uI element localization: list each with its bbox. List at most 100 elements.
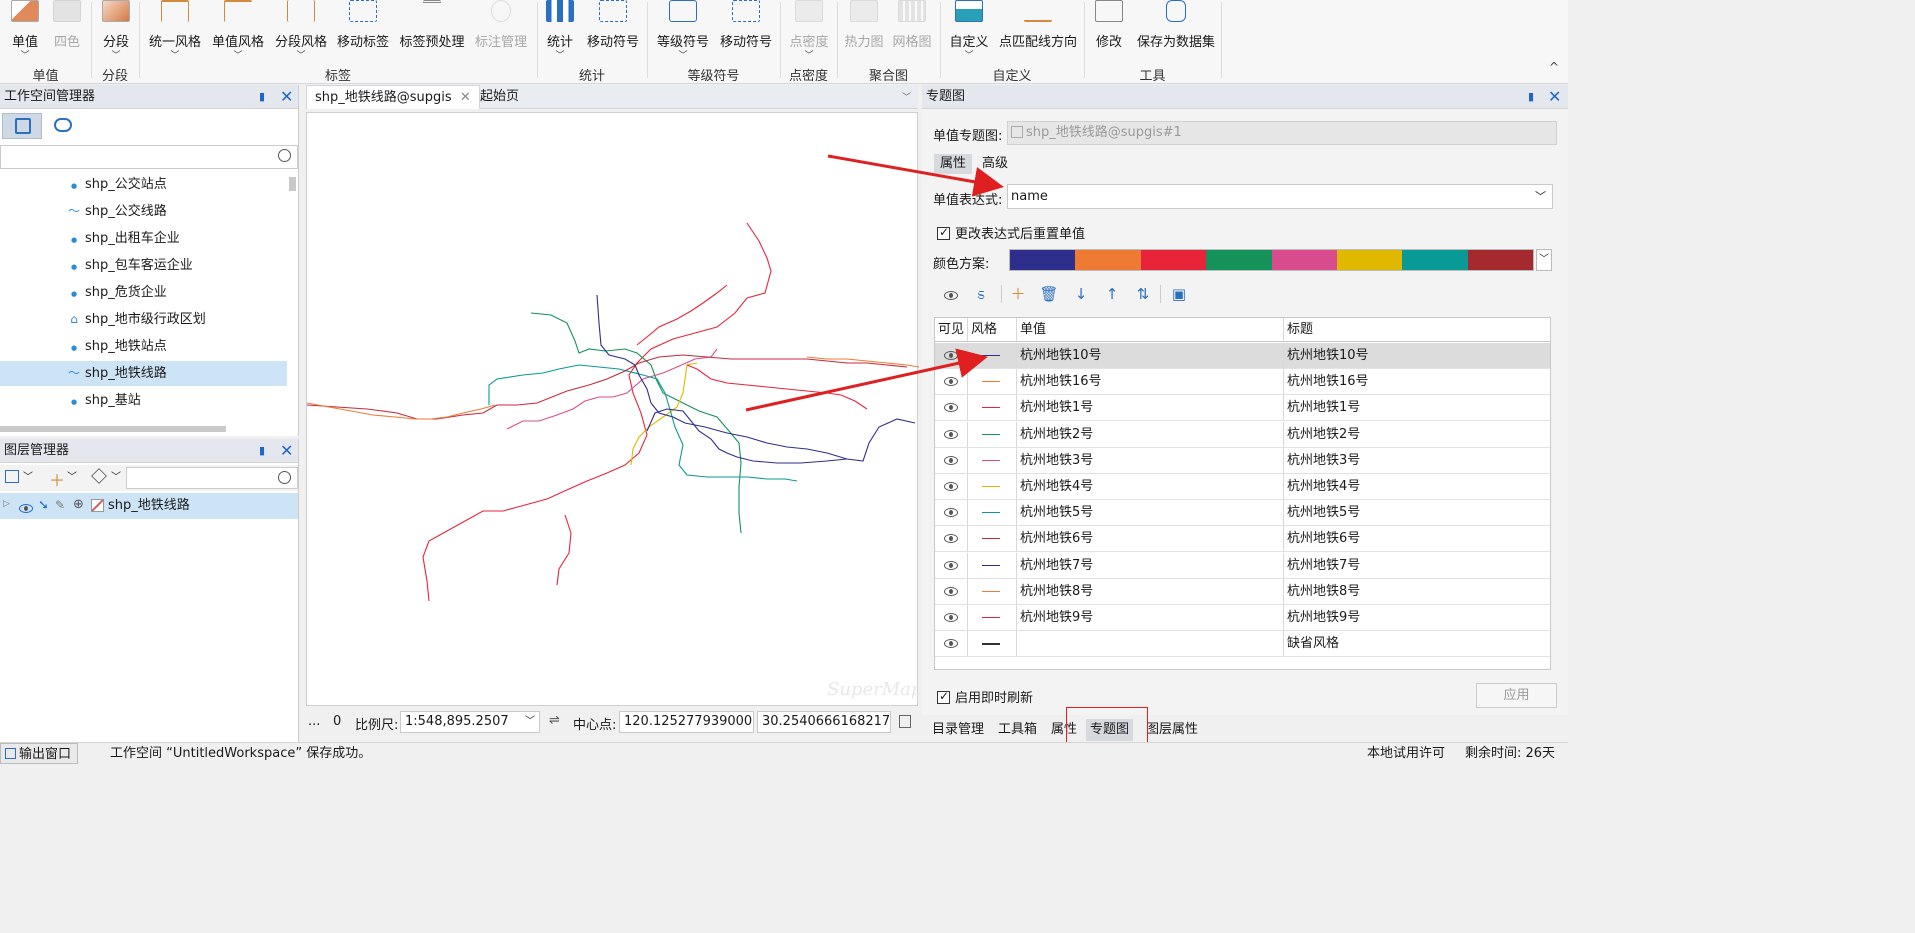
cloud-workspace-tab[interactable] — [52, 115, 76, 137]
color-scheme-dropdown[interactable]: ﹀ — [1536, 249, 1552, 271]
value-cell[interactable]: 杭州地铁3号 — [1017, 447, 1284, 473]
search-icon[interactable] — [278, 149, 291, 162]
table-row[interactable]: 杭州地铁8号 杭州地铁8号 — [935, 578, 1550, 605]
layer-row[interactable]: ▷ ➘ ✎ ⊕ shp_地铁线路 — [0, 493, 298, 519]
style-cell[interactable] — [968, 395, 1017, 421]
visible-eye-icon[interactable] — [944, 534, 958, 544]
add-layer-icon[interactable] — [5, 470, 19, 483]
title-cell[interactable]: 杭州地铁7号 — [1287, 557, 1361, 573]
tree-scrollbar-v[interactable] — [289, 177, 296, 191]
grid-map-button[interactable]: 网格图 — [891, 0, 933, 62]
pin-icon[interactable]: ▮ — [259, 90, 266, 103]
line-style-swatch[interactable] — [982, 381, 1000, 383]
value-cell[interactable]: 杭州地铁7号 — [1017, 552, 1284, 578]
chevron-down-icon[interactable]: ﹀ — [67, 472, 77, 483]
chevron-down-icon[interactable]: ﹀ — [23, 472, 33, 483]
close-icon[interactable]: ✕ — [280, 87, 294, 106]
map-svg[interactable]: SuperMap — [306, 113, 923, 707]
tab-layer-properties[interactable]: 图层属性 — [1146, 722, 1199, 737]
visible-eye-icon[interactable] — [944, 403, 958, 413]
tab-map[interactable]: shp_地铁线路@supgis ✕ — [306, 85, 480, 109]
close-tab-icon[interactable]: ✕ — [459, 90, 471, 105]
title-cell[interactable]: 杭州地铁4号 — [1287, 479, 1361, 494]
workspace-search-input[interactable] — [0, 145, 298, 169]
line-style-swatch[interactable] — [982, 590, 1000, 592]
table-row[interactable]: 杭州地铁4号 杭州地铁4号 — [935, 474, 1550, 500]
visible-eye-icon[interactable] — [944, 482, 958, 491]
point-match-line-direction-button[interactable]: 点匹配线方向 — [997, 0, 1079, 62]
style-cell[interactable] — [968, 605, 1017, 630]
column-value[interactable]: 单值 — [1017, 318, 1284, 341]
visible-cell[interactable] — [935, 605, 968, 630]
value-cell[interactable]: 杭州地铁8号 — [1017, 578, 1284, 604]
table-row[interactable]: 缺省风格 — [935, 631, 1550, 658]
tab-catalog[interactable]: 目录管理 — [932, 722, 985, 737]
modify-button[interactable]: 修改 — [1092, 0, 1126, 62]
title-cell[interactable]: 杭州地铁10号 — [1287, 348, 1369, 363]
apply-button[interactable]: 应用 — [1476, 683, 1557, 708]
plus-icon[interactable]: ＋ — [49, 471, 66, 490]
uniform-style-button[interactable]: 统一风格 ﹀ — [146, 0, 204, 62]
title-cell[interactable]: 杭州地铁5号 — [1287, 505, 1361, 521]
column-visible[interactable]: 可见 — [935, 318, 968, 341]
line-style-swatch[interactable] — [982, 564, 1000, 566]
line-style-swatch[interactable] — [982, 407, 1000, 409]
four-color-button[interactable]: 四色 — [50, 0, 84, 62]
close-icon[interactable]: ✕ — [280, 441, 294, 460]
search-icon[interactable] — [278, 471, 291, 484]
title-cell[interactable]: 杭州地铁6号 — [1287, 531, 1361, 547]
visible-cell[interactable] — [935, 526, 968, 552]
visible-eye-icon[interactable] — [19, 501, 33, 516]
move-label-button[interactable]: 移动标签 — [335, 0, 391, 62]
tree-item[interactable]: ● shp_包车客运企业 — [66, 253, 286, 278]
value-cell[interactable]: 杭州地铁5号 — [1017, 500, 1284, 526]
style-cell[interactable] — [968, 369, 1017, 395]
value-cell[interactable]: 杭州地铁6号 — [1017, 526, 1284, 552]
title-cell[interactable]: 缺省风格 — [1287, 636, 1340, 652]
save-as-dataset-button[interactable]: 保存为数据集 — [1134, 0, 1218, 62]
column-title[interactable]: 标题 — [1287, 322, 1314, 337]
local-workspace-tab[interactable] — [2, 113, 42, 139]
center-y-field[interactable]: 30.254066616821714 — [757, 711, 891, 733]
style-cell[interactable] — [968, 447, 1017, 473]
line-style-swatch[interactable] — [982, 433, 1000, 435]
map-canvas[interactable]: SuperMap — [306, 112, 923, 707]
style-cell[interactable] — [968, 421, 1017, 447]
chevron-down-icon[interactable]: ﹀ — [525, 716, 535, 727]
tree-item[interactable]: ● shp_基站 — [66, 388, 286, 413]
value-cell[interactable]: 杭州地铁16号 — [1017, 369, 1284, 395]
editable-icon[interactable]: ✎ — [55, 498, 66, 512]
visible-cell[interactable] — [935, 447, 968, 473]
line-style-swatch[interactable] — [982, 355, 1000, 356]
expand-arrow-icon[interactable]: ▷ — [3, 499, 10, 509]
swap-icon[interactable]: ⇌ — [549, 713, 560, 728]
visible-eye-icon[interactable] — [944, 508, 958, 518]
tab-thematic-map[interactable]: 专题图 — [1086, 719, 1134, 741]
style-cell[interactable] — [968, 578, 1017, 604]
tree-item[interactable]: 〜 shp_公交线路 — [66, 199, 286, 224]
visible-eye-icon[interactable] — [944, 586, 958, 596]
value-cell[interactable]: 杭州地铁10号 — [1017, 343, 1284, 368]
title-cell[interactable]: 杭州地铁1号 — [1287, 400, 1361, 416]
tree-scrollbar-h[interactable] — [0, 426, 226, 432]
save-icon[interactable]: ▣ — [1171, 285, 1187, 303]
label-preprocess-button[interactable]: 标签预处理 — [397, 0, 467, 62]
live-refresh-checkbox[interactable]: 启用即时刷新 — [937, 687, 1033, 706]
title-cell[interactable]: 杭州地铁3号 — [1287, 452, 1361, 468]
visibility-toggle-icon[interactable] — [940, 284, 962, 304]
tab-toolbox[interactable]: 工具箱 — [998, 722, 1038, 737]
move-graduated-symbol-button[interactable]: 移动符号 — [717, 0, 775, 62]
style-cell[interactable] — [968, 552, 1017, 578]
visible-eye-icon[interactable] — [944, 455, 958, 465]
tree-item[interactable]: 〜 shp_地铁线路 — [0, 361, 287, 386]
color-scheme-ramp[interactable] — [1009, 249, 1534, 271]
range-button[interactable]: 分段 ﹀ — [99, 0, 133, 62]
tree-item[interactable]: ● shp_地铁站点 — [66, 334, 286, 359]
reverse-order-icon[interactable]: ⇅ — [1136, 285, 1150, 303]
value-cell[interactable]: 杭州地铁9号 — [1017, 605, 1284, 630]
center-x-field[interactable]: 120.12527793900006 — [619, 711, 754, 733]
visible-cell[interactable] — [935, 369, 968, 395]
tab-attributes[interactable]: 属性 — [1051, 722, 1078, 737]
title-cell[interactable]: 杭州地铁2号 — [1287, 426, 1361, 442]
column-style[interactable]: 风格 — [968, 318, 1017, 341]
